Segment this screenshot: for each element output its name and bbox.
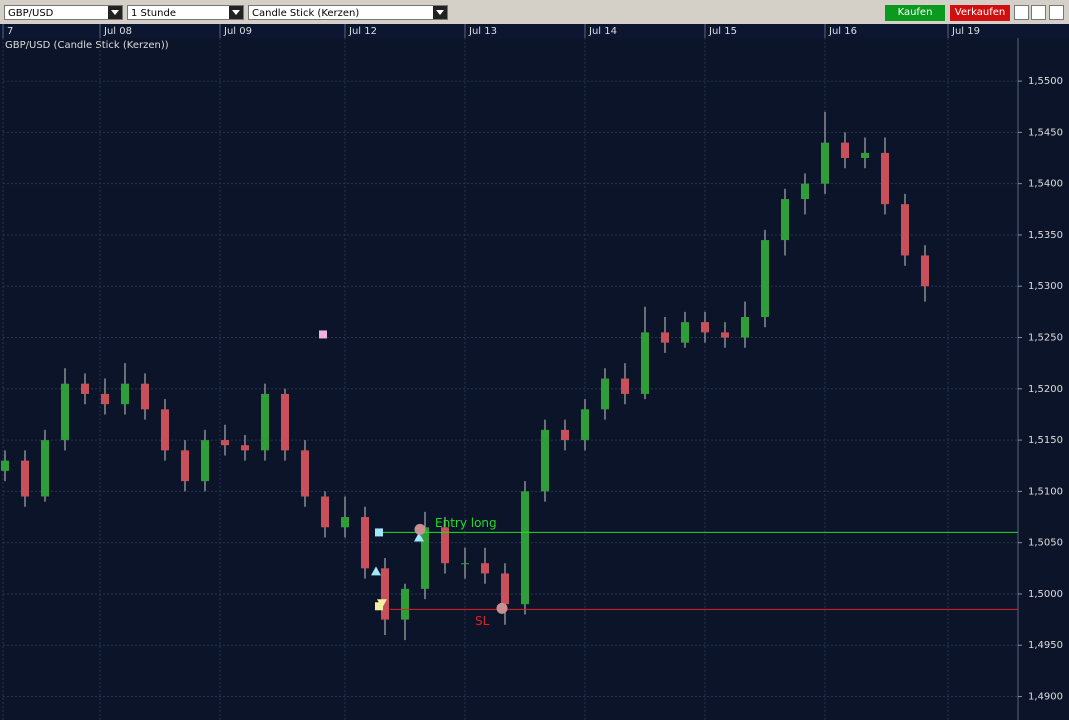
x-tick-label: Jul 14 <box>588 26 617 37</box>
candle-body <box>161 409 169 451</box>
candle-body <box>641 332 649 394</box>
marker <box>371 566 381 576</box>
y-tick-label: 1,5350 <box>1028 230 1063 241</box>
marker <box>414 532 424 542</box>
candle-body <box>741 317 749 338</box>
y-tick-label: 1,5150 <box>1028 435 1063 446</box>
window-icon[interactable] <box>1049 5 1064 20</box>
style-text: Candle Stick (Kerzen) <box>252 8 360 19</box>
candle-body <box>381 568 389 620</box>
candle-body <box>121 383 129 405</box>
candle-body <box>481 563 489 574</box>
y-tick-label: 1,5500 <box>1028 76 1063 87</box>
candle-body <box>321 496 329 528</box>
candle-body <box>881 152 889 205</box>
candle-body <box>901 204 909 256</box>
level-label: Entry long <box>435 516 497 530</box>
candle-body <box>521 491 529 605</box>
bars-icon[interactable] <box>1014 5 1029 20</box>
candle-body <box>501 573 509 605</box>
candle-body <box>541 429 549 492</box>
x-tick-label: Jul 08 <box>103 26 132 37</box>
x-tick-label: Jul 13 <box>468 26 497 37</box>
candle-body <box>141 383 149 410</box>
marker <box>375 602 383 611</box>
candle-body <box>621 378 629 394</box>
candle-body <box>661 332 669 343</box>
y-tick-label: 1,5450 <box>1028 127 1063 138</box>
candle-body <box>701 322 709 333</box>
candle-body <box>461 563 469 565</box>
candle-body <box>101 393 109 405</box>
y-tick-label: 1,5200 <box>1028 384 1063 395</box>
candle-body <box>721 332 729 338</box>
candle-body <box>41 440 49 497</box>
candle-body <box>861 152 869 159</box>
candle-body <box>81 383 89 394</box>
candle-body <box>1 460 9 471</box>
candle-body <box>821 142 829 184</box>
candle-body <box>261 393 269 451</box>
symbol-text: GBP/USD <box>8 8 54 19</box>
candle-body <box>441 527 449 564</box>
y-tick-label: 1,5250 <box>1028 333 1063 344</box>
sell-button[interactable]: Verkaufen <box>950 5 1010 21</box>
candle-body <box>221 440 229 446</box>
candle-body <box>401 588 409 620</box>
y-tick-label: 1,4950 <box>1028 640 1063 651</box>
marker <box>377 599 387 609</box>
y-tick-label: 1,5050 <box>1028 538 1063 549</box>
candle-body <box>341 517 349 528</box>
style-select[interactable]: Candle Stick (Kerzen) <box>248 5 448 20</box>
interval-select[interactable]: 1 Stunde <box>127 5 244 20</box>
y-tick-label: 1,5000 <box>1028 589 1063 600</box>
draw-icon[interactable] <box>1031 5 1046 20</box>
level-label: SL <box>475 614 490 628</box>
candle-body <box>201 440 209 482</box>
toolbar: GBP/USD 1 Stunde Candle Stick (Kerzen) K… <box>0 0 1069 24</box>
candle-body <box>841 142 849 159</box>
marker <box>496 602 508 614</box>
candle-body <box>581 409 589 441</box>
y-tick-label: 1,5300 <box>1028 281 1063 292</box>
candle-body <box>241 445 249 451</box>
candle-body <box>921 255 929 287</box>
marker <box>414 523 426 535</box>
candle-body <box>21 460 29 497</box>
candle-body <box>301 450 309 497</box>
x-tick-label: Jul 16 <box>828 26 857 37</box>
buy-button[interactable]: Kaufen <box>885 5 945 21</box>
interval-text: 1 Stunde <box>131 8 176 19</box>
x-tick-label: 7 <box>7 26 13 37</box>
marker <box>319 330 327 339</box>
candle-body <box>421 527 429 589</box>
y-tick-label: 1,5100 <box>1028 486 1063 497</box>
marker <box>375 528 383 537</box>
candle-body <box>781 199 789 241</box>
y-tick-label: 1,5400 <box>1028 179 1063 190</box>
candle-body <box>61 383 69 441</box>
x-tick-label: Jul 15 <box>708 26 737 37</box>
symbol-select[interactable]: GBP/USD <box>4 5 123 20</box>
chart: GBP/USD (Candle Stick (Kerzen)) 1,4900 1,… <box>0 24 1069 720</box>
candle-body <box>361 517 369 569</box>
candle-body <box>801 183 809 200</box>
x-tick-label: Jul 09 <box>223 26 252 37</box>
y-tick-label: 1,4900 <box>1028 692 1063 703</box>
chart-background <box>0 24 1069 720</box>
candle-body <box>601 378 609 410</box>
x-tick-label: Jul 12 <box>348 26 377 37</box>
x-tick-label: Jul 19 <box>951 26 980 37</box>
candle-body <box>561 429 569 441</box>
candle-body <box>681 322 689 343</box>
candle-body <box>761 240 769 318</box>
chart-title: GBP/USD (Candle Stick (Kerzen)) <box>5 40 169 51</box>
time-axis-strip <box>0 24 1069 38</box>
candle-body <box>181 450 189 482</box>
candle-body <box>281 393 289 451</box>
